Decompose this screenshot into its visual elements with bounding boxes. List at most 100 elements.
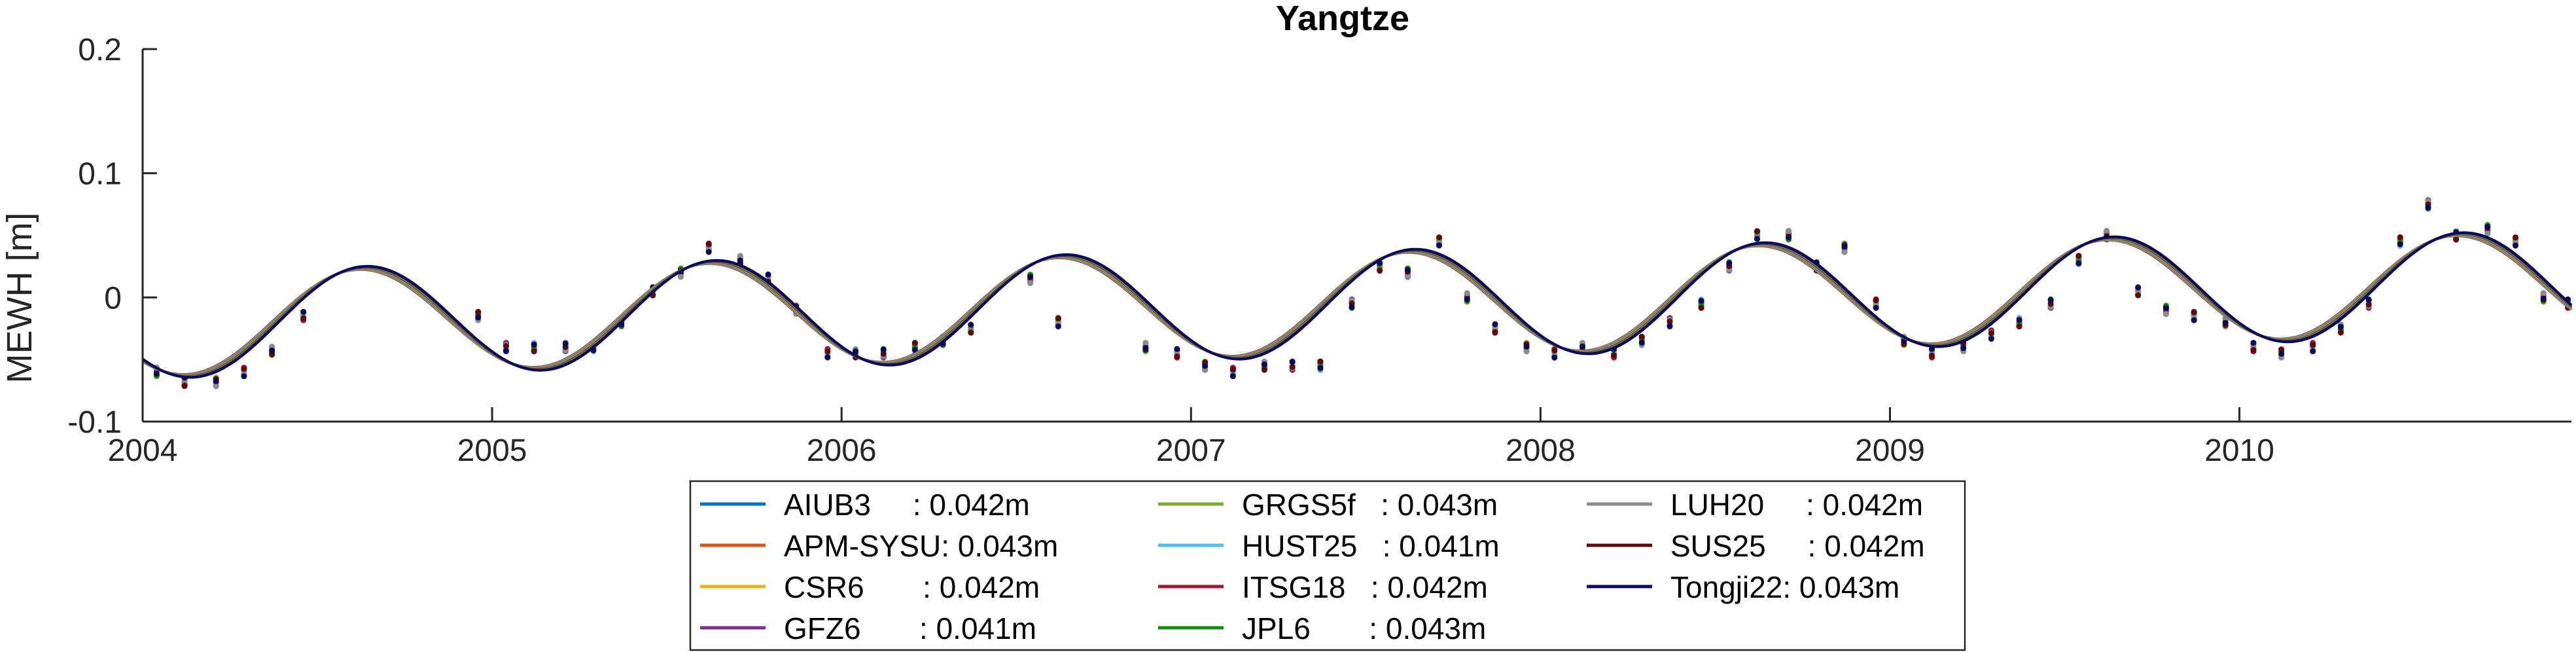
data-point bbox=[2540, 290, 2547, 297]
data-point bbox=[1289, 359, 1296, 365]
data-point bbox=[968, 329, 974, 336]
data-point bbox=[475, 314, 482, 321]
y-tick-label: 0.2 bbox=[78, 33, 122, 67]
data-point bbox=[1464, 296, 1470, 302]
legend-label: SUS25 : 0.042m bbox=[1670, 529, 1925, 563]
data-point bbox=[1638, 333, 1645, 340]
data-point bbox=[1754, 228, 1761, 234]
data-point bbox=[1261, 361, 1267, 368]
data-point bbox=[1523, 348, 1530, 355]
data-point bbox=[1492, 321, 1498, 327]
data-point bbox=[1404, 273, 1411, 280]
data-point bbox=[853, 348, 859, 355]
legend-label: APM-SYSU: 0.043m bbox=[784, 529, 1058, 563]
data-point bbox=[1055, 323, 1061, 330]
data-point bbox=[1464, 290, 1470, 297]
legend-label: CSR6 : 0.042m bbox=[784, 570, 1040, 604]
data-point bbox=[2365, 301, 2372, 308]
data-point bbox=[1174, 353, 1180, 360]
data-point bbox=[2162, 311, 2169, 317]
data-point bbox=[1436, 242, 1443, 249]
data-point bbox=[1726, 260, 1733, 266]
data-point bbox=[911, 347, 918, 353]
data-point bbox=[531, 348, 537, 355]
data-point bbox=[824, 348, 831, 355]
data-point bbox=[1960, 345, 1967, 352]
data-point bbox=[2250, 340, 2257, 346]
y-axis-label: MEWH [m] bbox=[0, 213, 39, 384]
legend-label: AIUB3 : 0.042m bbox=[784, 488, 1030, 522]
data-point bbox=[2075, 253, 2082, 259]
data-point bbox=[1202, 363, 1209, 369]
data-point bbox=[2162, 305, 2169, 312]
data-point bbox=[503, 348, 509, 354]
x-tick-label: 2004 bbox=[108, 433, 178, 468]
data-point bbox=[153, 371, 160, 377]
data-point bbox=[1786, 228, 1792, 234]
data-point bbox=[2337, 329, 2344, 336]
data-point bbox=[562, 340, 569, 347]
data-point bbox=[1929, 352, 1935, 359]
x-tick-label: 2009 bbox=[1855, 433, 1925, 468]
data-point bbox=[2278, 346, 2285, 353]
data-point bbox=[765, 271, 771, 278]
y-tick-label: 0 bbox=[104, 281, 122, 316]
data-point bbox=[531, 341, 537, 348]
data-point bbox=[1492, 329, 1498, 335]
legend-box bbox=[689, 480, 1966, 651]
data-point bbox=[1638, 339, 1645, 346]
data-point bbox=[1202, 367, 1209, 373]
data-point bbox=[1142, 340, 1149, 346]
data-point bbox=[1261, 367, 1267, 373]
data-point bbox=[2453, 236, 2460, 243]
data-point bbox=[1377, 268, 1383, 274]
data-point bbox=[1754, 236, 1761, 242]
x-tick-label: 2005 bbox=[457, 433, 527, 468]
data-point bbox=[241, 373, 247, 380]
data-point bbox=[678, 274, 684, 280]
data-point bbox=[181, 382, 188, 389]
data-point bbox=[1317, 358, 1324, 365]
data-point bbox=[1229, 373, 1236, 380]
legend-label: HUST25 : 0.041m bbox=[1242, 529, 1500, 563]
data-point bbox=[1317, 365, 1324, 371]
data-point bbox=[1579, 343, 1585, 350]
data-point bbox=[1055, 315, 1061, 321]
data-point bbox=[737, 253, 743, 259]
plot-area: -0.1 0 0.1 0.2 2004 2005 2006 2007 2008 2009 2010 bbox=[67, 33, 2573, 468]
y-tick-label: 0.1 bbox=[78, 157, 122, 192]
data-point bbox=[1289, 364, 1296, 371]
data-point bbox=[2016, 323, 2022, 330]
x-tick-label: 2008 bbox=[1506, 433, 1576, 468]
data-point bbox=[2135, 292, 2142, 299]
chart-title: Yangtze bbox=[1276, 0, 1409, 38]
data-point bbox=[968, 321, 974, 328]
data-point bbox=[2513, 234, 2519, 241]
data-point bbox=[2222, 319, 2229, 326]
data-point bbox=[1667, 323, 1673, 329]
data-point bbox=[1786, 234, 1792, 241]
data-point bbox=[2397, 234, 2403, 240]
data-point bbox=[705, 241, 712, 247]
data-point bbox=[2191, 317, 2197, 323]
y-axis-ticks: -0.1 0 0.1 0.2 bbox=[67, 33, 157, 440]
data-point bbox=[269, 347, 275, 353]
data-point bbox=[2016, 317, 2022, 323]
fit-curves bbox=[141, 231, 2573, 379]
data-point bbox=[2135, 284, 2142, 291]
data-point bbox=[213, 378, 219, 384]
data-point bbox=[1698, 304, 1704, 311]
data-point bbox=[2540, 295, 2547, 302]
data-point bbox=[705, 249, 712, 255]
data-point bbox=[1667, 318, 1673, 325]
data-point bbox=[1142, 345, 1149, 352]
data-point bbox=[1698, 298, 1704, 304]
legend-label: GRGS5f : 0.043m bbox=[1242, 488, 1498, 522]
data-point bbox=[2310, 342, 2316, 348]
data-point bbox=[1611, 352, 1617, 359]
data-point bbox=[2278, 350, 2285, 357]
data-point bbox=[1988, 330, 1994, 336]
data-point bbox=[1523, 343, 1530, 350]
data-point bbox=[2337, 323, 2344, 330]
